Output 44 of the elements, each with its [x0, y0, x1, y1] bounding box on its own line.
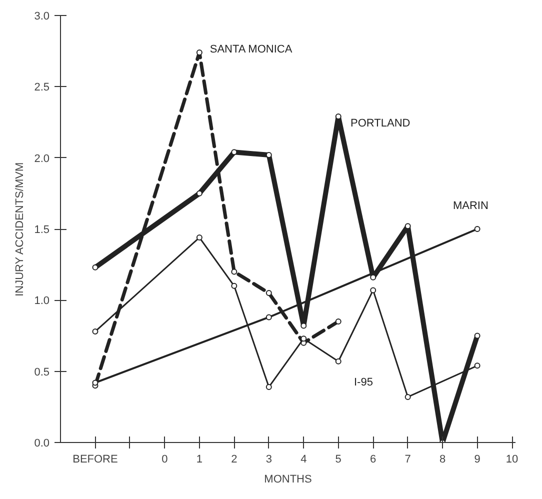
point [92, 380, 98, 386]
y-tick-label: 1.5 [34, 224, 50, 236]
y-tick-label: 0.5 [34, 366, 50, 378]
point [266, 314, 272, 320]
y-tick-label: 3.0 [34, 10, 50, 22]
x-tick-label: BEFORE [72, 454, 118, 466]
x-tick-label: 1 [196, 454, 202, 466]
point [300, 336, 307, 342]
x-tick-label: 10 [506, 454, 518, 466]
series-label: I-95 [354, 376, 373, 389]
x-tick-label: 2 [231, 454, 238, 466]
point [474, 332, 480, 339]
point [196, 190, 202, 196]
point [92, 264, 98, 270]
point [474, 362, 480, 369]
x-tick-label: 8 [440, 454, 446, 466]
point [196, 50, 202, 56]
x-tick-label: 7 [404, 454, 411, 466]
series-label: SANTA MONICA [210, 44, 293, 56]
y-tick-label: 2.0 [34, 152, 50, 165]
x-tick-label: 4 [300, 454, 307, 466]
point [231, 268, 238, 275]
x-tick-label: 9 [474, 454, 480, 466]
y-tick-label: 1.0 [34, 295, 50, 308]
x-tick-label: 3 [266, 454, 272, 466]
point [404, 394, 411, 400]
y-axis-title: INJURY ACCIDENTS/MVM [14, 162, 26, 296]
y-tick-label: 2.5 [34, 82, 50, 94]
point [266, 290, 272, 296]
point [335, 358, 342, 364]
x-tick-label: 5 [335, 454, 342, 466]
y-tick-label: 0.0 [34, 438, 50, 450]
series-label: MARIN [452, 200, 488, 212]
series-label: PORTLAND [350, 118, 410, 130]
x-axis-title: MONTHS [264, 474, 312, 486]
x-tick-label: 0 [162, 454, 168, 466]
point [196, 234, 202, 241]
x-tick-label: 6 [370, 454, 376, 466]
point [231, 282, 238, 289]
point [266, 384, 272, 390]
point [474, 226, 480, 232]
point [335, 318, 342, 325]
point [370, 287, 376, 294]
point [92, 328, 98, 334]
